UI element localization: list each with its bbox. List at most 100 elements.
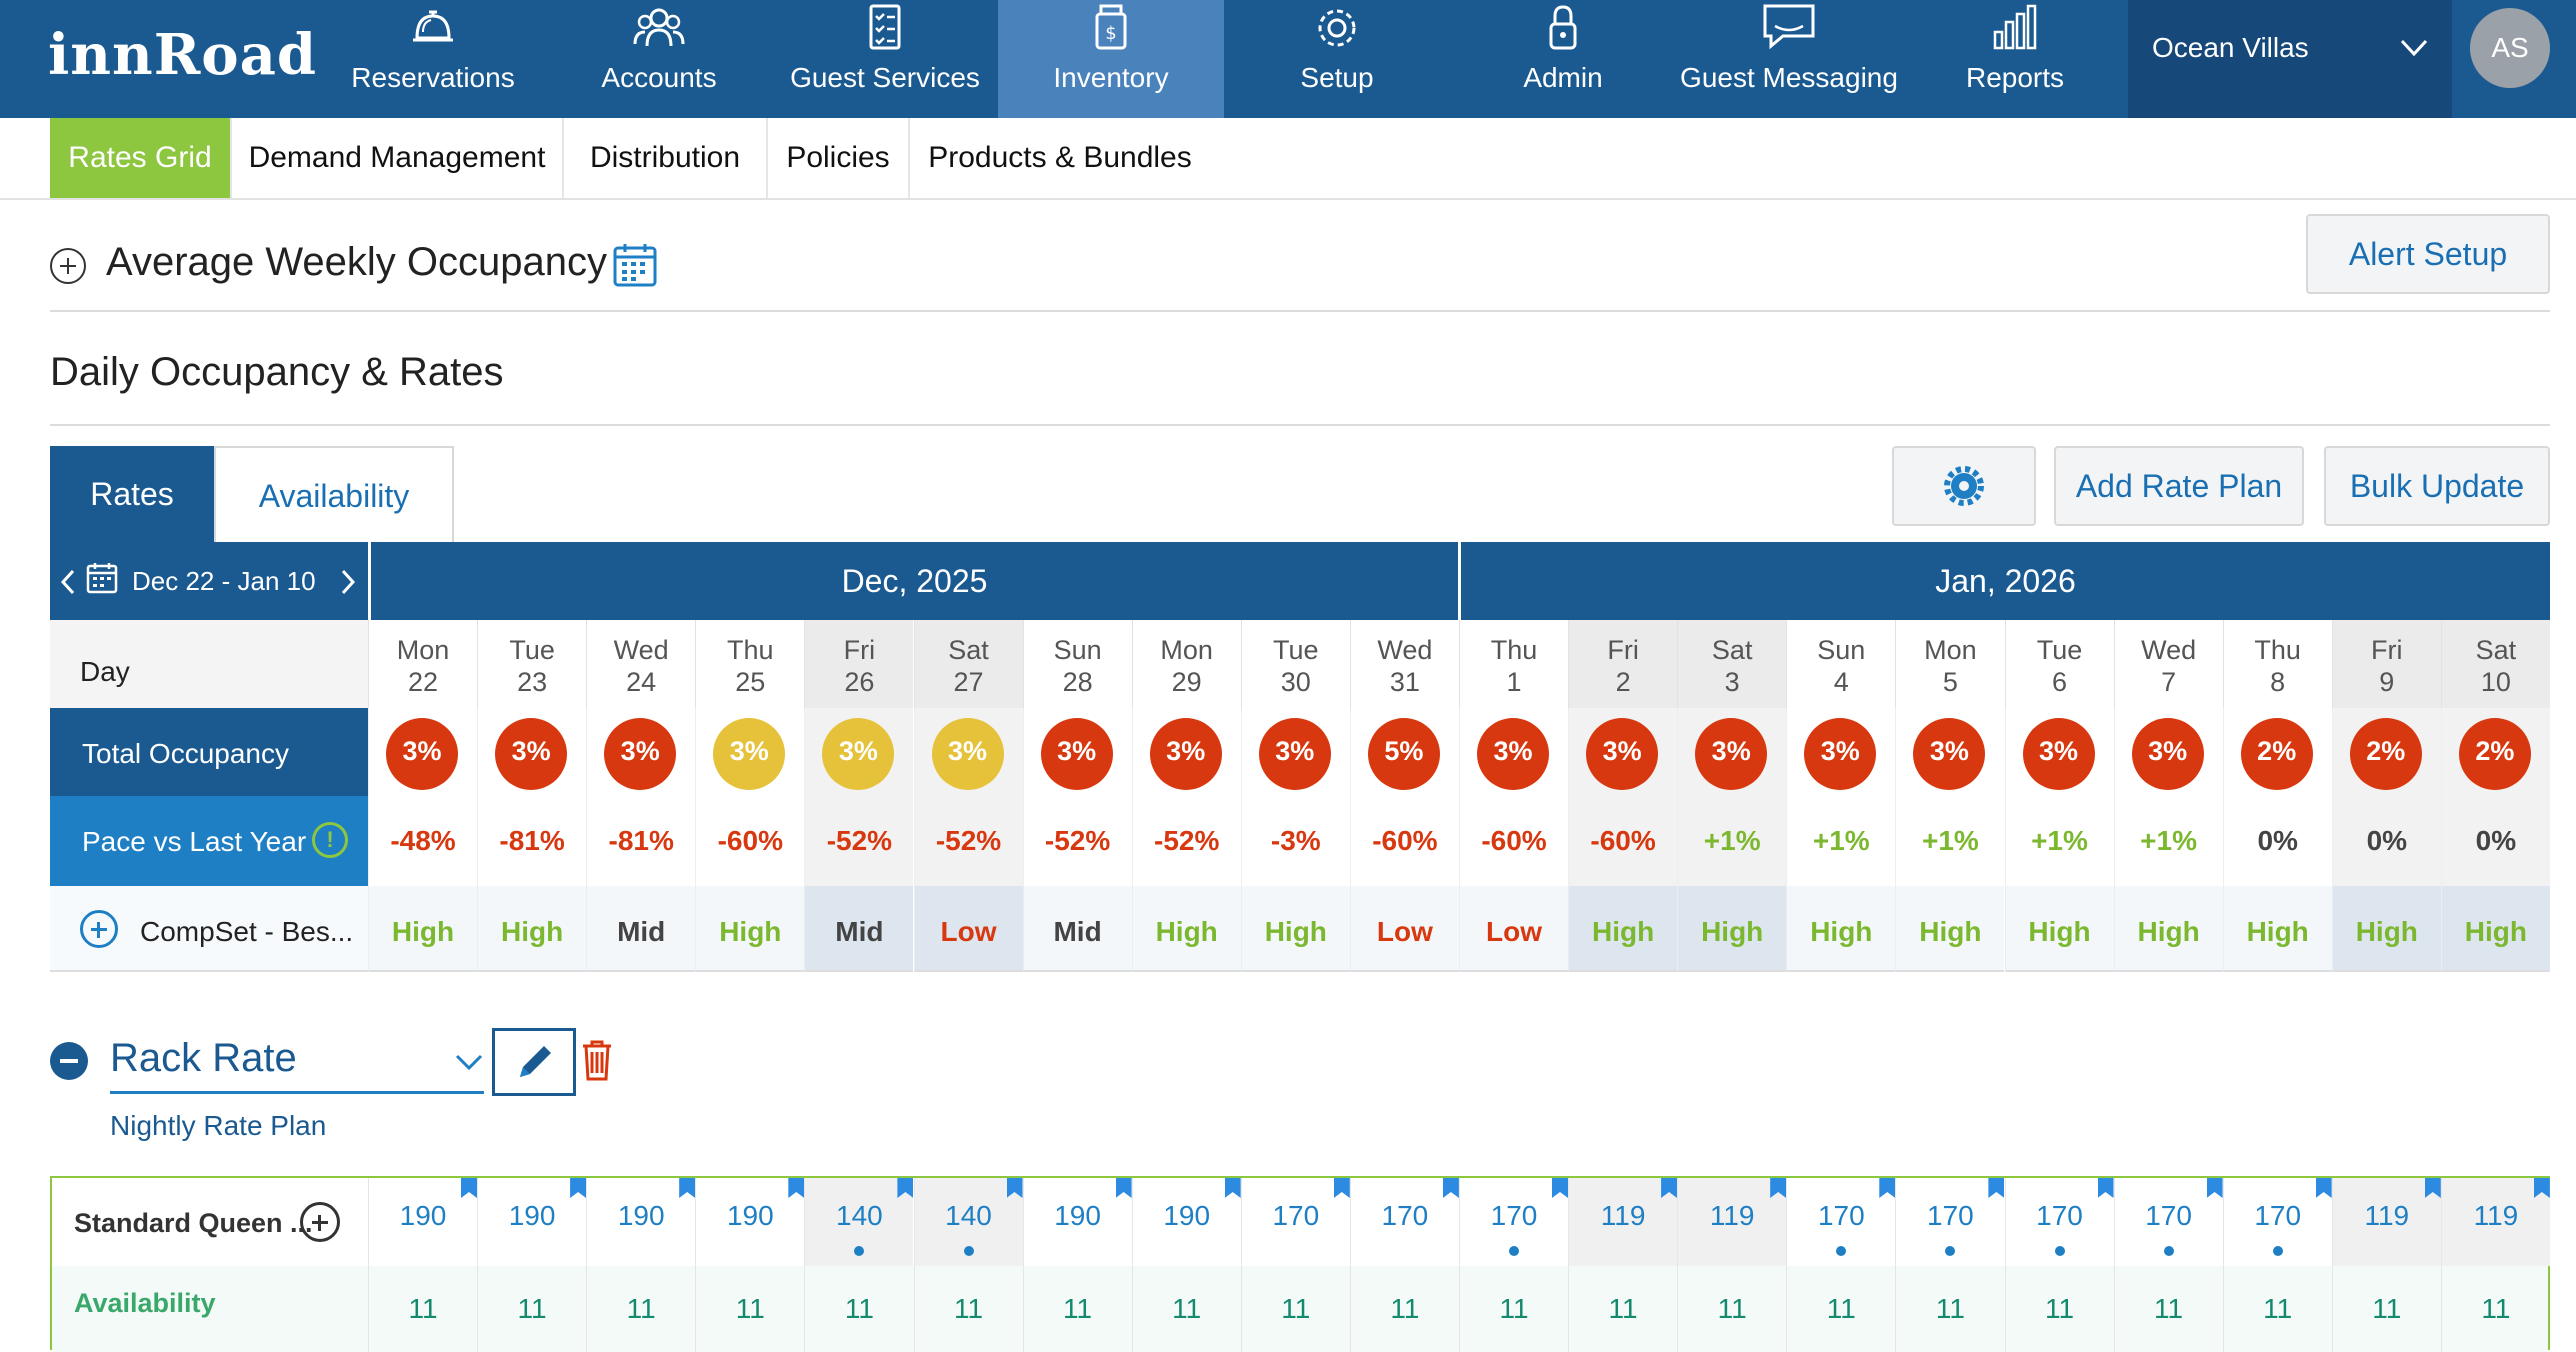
availability-cell[interactable]: 11: [913, 1266, 1023, 1352]
app-logo[interactable]: innRoad: [48, 22, 318, 88]
rate-cell[interactable]: 190: [477, 1178, 587, 1266]
rate-cell[interactable]: 190: [1131, 1178, 1241, 1266]
availability-cell[interactable]: 11: [1022, 1266, 1132, 1352]
rate-value: 190: [399, 1200, 447, 1231]
availability-cell[interactable]: 11: [2440, 1266, 2550, 1352]
nav-guest-services[interactable]: Guest Services: [772, 0, 998, 118]
info-icon[interactable]: !: [312, 822, 348, 858]
rate-cell[interactable]: 119: [2331, 1178, 2441, 1266]
subnav-distribution[interactable]: Distribution: [564, 118, 768, 198]
availability-cell[interactable]: 11: [2222, 1266, 2332, 1352]
availability-cell[interactable]: 11: [1895, 1266, 2004, 1352]
add-icon[interactable]: [300, 1202, 340, 1242]
occupancy-badge[interactable]: 3%: [1149, 718, 1222, 790]
nav-reports[interactable]: Reports: [1902, 0, 2128, 118]
nav-setup[interactable]: Setup: [1224, 0, 1450, 118]
rate-cell[interactable]: 170: [2222, 1178, 2332, 1266]
availability-cell[interactable]: 11: [1349, 1266, 1459, 1352]
rate-cell[interactable]: 170: [1786, 1178, 1896, 1266]
nav-reservations-label: Reservations: [351, 62, 515, 93]
calendar-icon[interactable]: [612, 242, 658, 288]
rate-cell[interactable]: 190: [695, 1178, 805, 1266]
rate-cell[interactable]: 170: [1459, 1178, 1568, 1266]
rate-cell[interactable]: 119: [2440, 1178, 2550, 1266]
calendar-icon[interactable]: [86, 562, 118, 594]
rate-cell[interactable]: 140: [913, 1178, 1023, 1266]
occupancy-badge[interactable]: 3%: [1040, 718, 1113, 790]
occupancy-badge[interactable]: 3%: [1695, 718, 1768, 790]
availability-cell[interactable]: 11: [1786, 1266, 1895, 1352]
add-icon[interactable]: [80, 910, 118, 948]
nav-reservations[interactable]: Reservations: [320, 0, 546, 118]
subnav-products-bundles[interactable]: Products & Bundles: [928, 141, 1192, 174]
availability-cell[interactable]: 11: [2113, 1266, 2223, 1352]
occupancy-badge[interactable]: 3%: [822, 718, 895, 790]
availability-cell[interactable]: 11: [1568, 1266, 1677, 1352]
occupancy-badge[interactable]: 3%: [1913, 718, 1986, 790]
availability-cell[interactable]: 11: [804, 1266, 913, 1352]
availability-cell[interactable]: 11: [2331, 1266, 2441, 1352]
rate-cell[interactable]: 190: [1022, 1178, 1132, 1266]
availability-cell[interactable]: 11: [477, 1266, 586, 1352]
rate-cell[interactable]: 170: [1349, 1178, 1459, 1266]
occupancy-badge[interactable]: 2%: [2458, 718, 2531, 790]
occupancy-badge[interactable]: 3%: [1258, 718, 1331, 790]
occupancy-badge[interactable]: 3%: [713, 718, 786, 790]
occupancy-badge[interactable]: 3%: [386, 718, 458, 790]
occupancy-badge[interactable]: 3%: [495, 718, 568, 790]
rate-cell[interactable]: 140: [804, 1178, 914, 1266]
nav-guest-messaging[interactable]: Guest Messaging: [1676, 0, 1902, 118]
alert-setup-button[interactable]: Alert Setup: [2306, 214, 2550, 294]
rate-cell[interactable]: 170: [2113, 1178, 2223, 1266]
occupancy-badge[interactable]: 3%: [2131, 718, 2204, 790]
availability-cell[interactable]: 11: [1131, 1266, 1241, 1352]
subnav-rates-grid[interactable]: Rates Grid: [50, 118, 232, 198]
nav-accounts[interactable]: Accounts: [546, 0, 772, 118]
availability-cell[interactable]: 11: [1240, 1266, 1350, 1352]
rate-cell[interactable]: 119: [1568, 1178, 1678, 1266]
occupancy-badge[interactable]: 3%: [1586, 718, 1659, 790]
trash-icon[interactable]: [580, 1038, 614, 1082]
room-type-label[interactable]: Standard Queen ...: [74, 1208, 313, 1238]
availability-cell[interactable]: 11: [695, 1266, 804, 1352]
user-avatar[interactable]: AS: [2470, 8, 2550, 88]
row-label-compset[interactable]: CompSet - Bes...: [50, 886, 368, 972]
rate-cell[interactable]: 170: [1240, 1178, 1350, 1266]
property-selector[interactable]: Ocean Villas: [2128, 0, 2452, 118]
availability-cell[interactable]: 11: [1677, 1266, 1786, 1352]
rate-cell[interactable]: 190: [586, 1178, 696, 1266]
chevron-left-icon[interactable]: [58, 568, 78, 596]
occupancy-badge[interactable]: 5%: [1367, 718, 1440, 790]
dot-indicator: [2163, 1246, 2174, 1256]
rate-cell[interactable]: 190: [368, 1178, 477, 1266]
occupancy-badge[interactable]: 3%: [1804, 718, 1877, 790]
occupancy-badge[interactable]: 2%: [2240, 718, 2313, 790]
occupancy-badge[interactable]: 3%: [931, 718, 1004, 790]
nav-admin[interactable]: Admin: [1450, 0, 1676, 118]
rate-cell[interactable]: 119: [1677, 1178, 1787, 1266]
bulk-update-button[interactable]: Bulk Update: [2324, 446, 2550, 526]
expand-icon[interactable]: [50, 248, 86, 284]
add-rate-plan-button[interactable]: Add Rate Plan: [2054, 446, 2304, 526]
subnav-policies[interactable]: Policies: [768, 118, 910, 198]
rate-cell[interactable]: 170: [1895, 1178, 2005, 1266]
occupancy-badge[interactable]: 2%: [2349, 718, 2422, 790]
occupancy-badge[interactable]: 3%: [1477, 718, 1549, 790]
nav-inventory[interactable]: $ Inventory: [998, 0, 1224, 118]
subnav-demand-management[interactable]: Demand Management: [232, 118, 564, 198]
chevron-right-icon[interactable]: [338, 568, 358, 596]
occupancy-badge[interactable]: 3%: [604, 718, 677, 790]
availability-cell[interactable]: 11: [586, 1266, 695, 1352]
availability-cell[interactable]: 11: [368, 1266, 477, 1352]
edit-rate-plan-button[interactable]: [492, 1028, 576, 1096]
compset-cell: Low: [1459, 886, 1568, 972]
rate-plan-select[interactable]: Rack Rate: [110, 1036, 484, 1094]
collapse-icon[interactable]: [50, 1042, 88, 1080]
availability-cell[interactable]: 11: [2004, 1266, 2114, 1352]
tab-availability[interactable]: Availability: [214, 446, 454, 542]
availability-cell[interactable]: 11: [1459, 1266, 1568, 1352]
tab-rates[interactable]: Rates: [50, 446, 214, 542]
occupancy-badge[interactable]: 3%: [2022, 718, 2095, 790]
grid-settings-button[interactable]: [1892, 446, 2036, 526]
rate-cell[interactable]: 170: [2004, 1178, 2114, 1266]
